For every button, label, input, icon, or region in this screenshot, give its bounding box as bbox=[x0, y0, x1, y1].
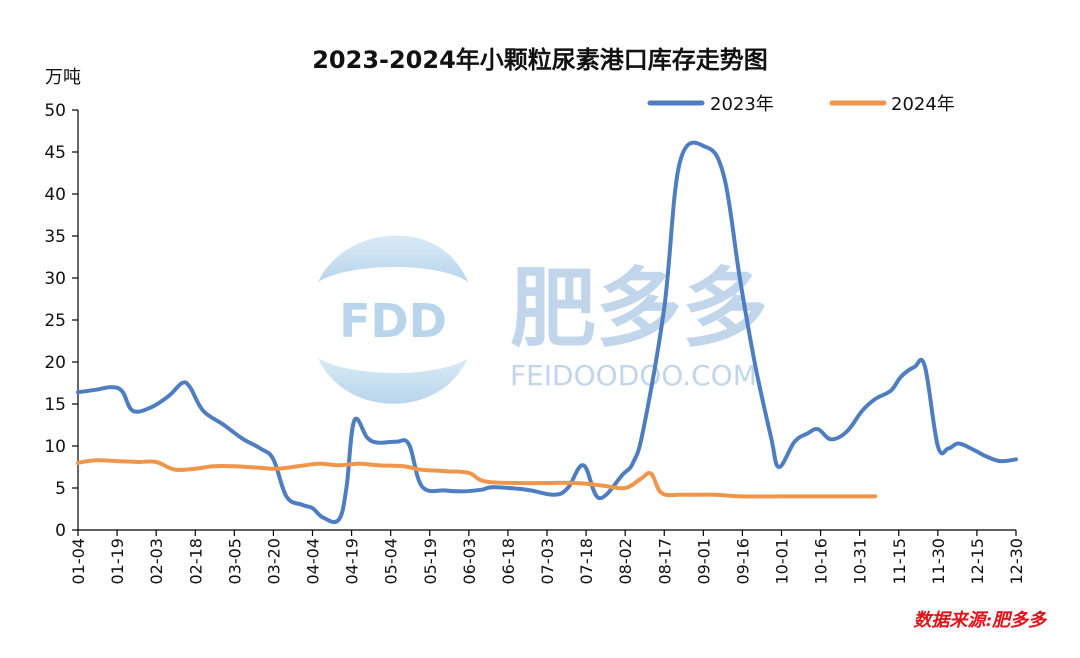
x-tick-label: 06-03 bbox=[460, 538, 479, 585]
x-tick-label: 04-04 bbox=[304, 538, 323, 585]
x-tick-label: 08-17 bbox=[655, 538, 674, 585]
x-tick-label: 09-01 bbox=[694, 538, 713, 585]
x-tick-label: 11-15 bbox=[890, 538, 909, 585]
y-tick-label: 20 bbox=[44, 353, 66, 373]
x-tick-label: 02-03 bbox=[147, 538, 166, 585]
watermark-url: FEIDOODOO.COM bbox=[510, 359, 757, 392]
series-line-2023年 bbox=[76, 140, 1018, 525]
y-tick-label: 15 bbox=[44, 395, 66, 415]
y-tick-label: 50 bbox=[44, 101, 66, 121]
fdd-logo-icon: FDD bbox=[318, 235, 468, 404]
watermark-brand-name: 肥多多 bbox=[510, 259, 768, 359]
y-tick-label: 35 bbox=[44, 227, 66, 247]
x-tick-label: 05-19 bbox=[421, 538, 440, 585]
y-tick-label: 10 bbox=[44, 437, 66, 457]
series-line-2024年 bbox=[76, 458, 878, 499]
x-tick-label: 03-20 bbox=[264, 538, 283, 585]
x-tick-label: 01-04 bbox=[69, 538, 88, 585]
x-tick-label: 04-19 bbox=[343, 538, 362, 585]
x-tick-label: 10-31 bbox=[851, 538, 870, 585]
x-tick-label: 01-19 bbox=[108, 538, 127, 585]
x-tick-label: 10-16 bbox=[812, 538, 831, 585]
y-tick-label: 5 bbox=[55, 479, 66, 499]
x-tick-label: 05-04 bbox=[382, 538, 401, 585]
y-ticks: 0 5 10 15 20 25 30 35 40 45 50 bbox=[44, 101, 78, 541]
x-ticks: 01-04 01-19 02-03 02-18 03-05 03-20 04-04 04-19… bbox=[69, 530, 1026, 585]
x-tick-label: 11-30 bbox=[929, 538, 948, 585]
y-tick-label: 45 bbox=[44, 143, 66, 163]
x-tick-label: 09-16 bbox=[733, 538, 752, 585]
source-note: 数据来源:肥多多 bbox=[913, 610, 1048, 631]
x-tick-label: 06-18 bbox=[499, 538, 518, 585]
y-tick-label: 0 bbox=[55, 521, 66, 541]
x-tick-label: 12-30 bbox=[1007, 538, 1026, 585]
x-tick-label: 12-15 bbox=[968, 538, 987, 585]
legend: 2023年 2024年 bbox=[647, 94, 955, 115]
y-tick-label: 30 bbox=[44, 269, 66, 289]
watermark: FDD 肥多多 FEIDOODOO.COM bbox=[318, 235, 768, 404]
x-tick-label: 02-18 bbox=[186, 538, 205, 585]
legend-label-2024: 2024年 bbox=[891, 94, 955, 115]
y-axis-label: 万吨 bbox=[45, 67, 81, 88]
y-tick-label: 40 bbox=[44, 185, 66, 205]
y-tick-label: 25 bbox=[44, 311, 66, 331]
x-tick-label: 03-05 bbox=[225, 538, 244, 585]
x-tick-label: 07-18 bbox=[577, 538, 596, 585]
watermark-logo-text: FDD bbox=[339, 294, 447, 348]
x-tick-label: 08-02 bbox=[616, 538, 635, 585]
series-lines bbox=[76, 140, 1018, 525]
legend-label-2023: 2023年 bbox=[710, 94, 774, 115]
chart-title: 2023-2024年小颗粒尿素港口库存走势图 bbox=[312, 46, 768, 74]
x-tick-label: 10-01 bbox=[773, 538, 792, 585]
x-tick-label: 07-03 bbox=[538, 538, 557, 585]
